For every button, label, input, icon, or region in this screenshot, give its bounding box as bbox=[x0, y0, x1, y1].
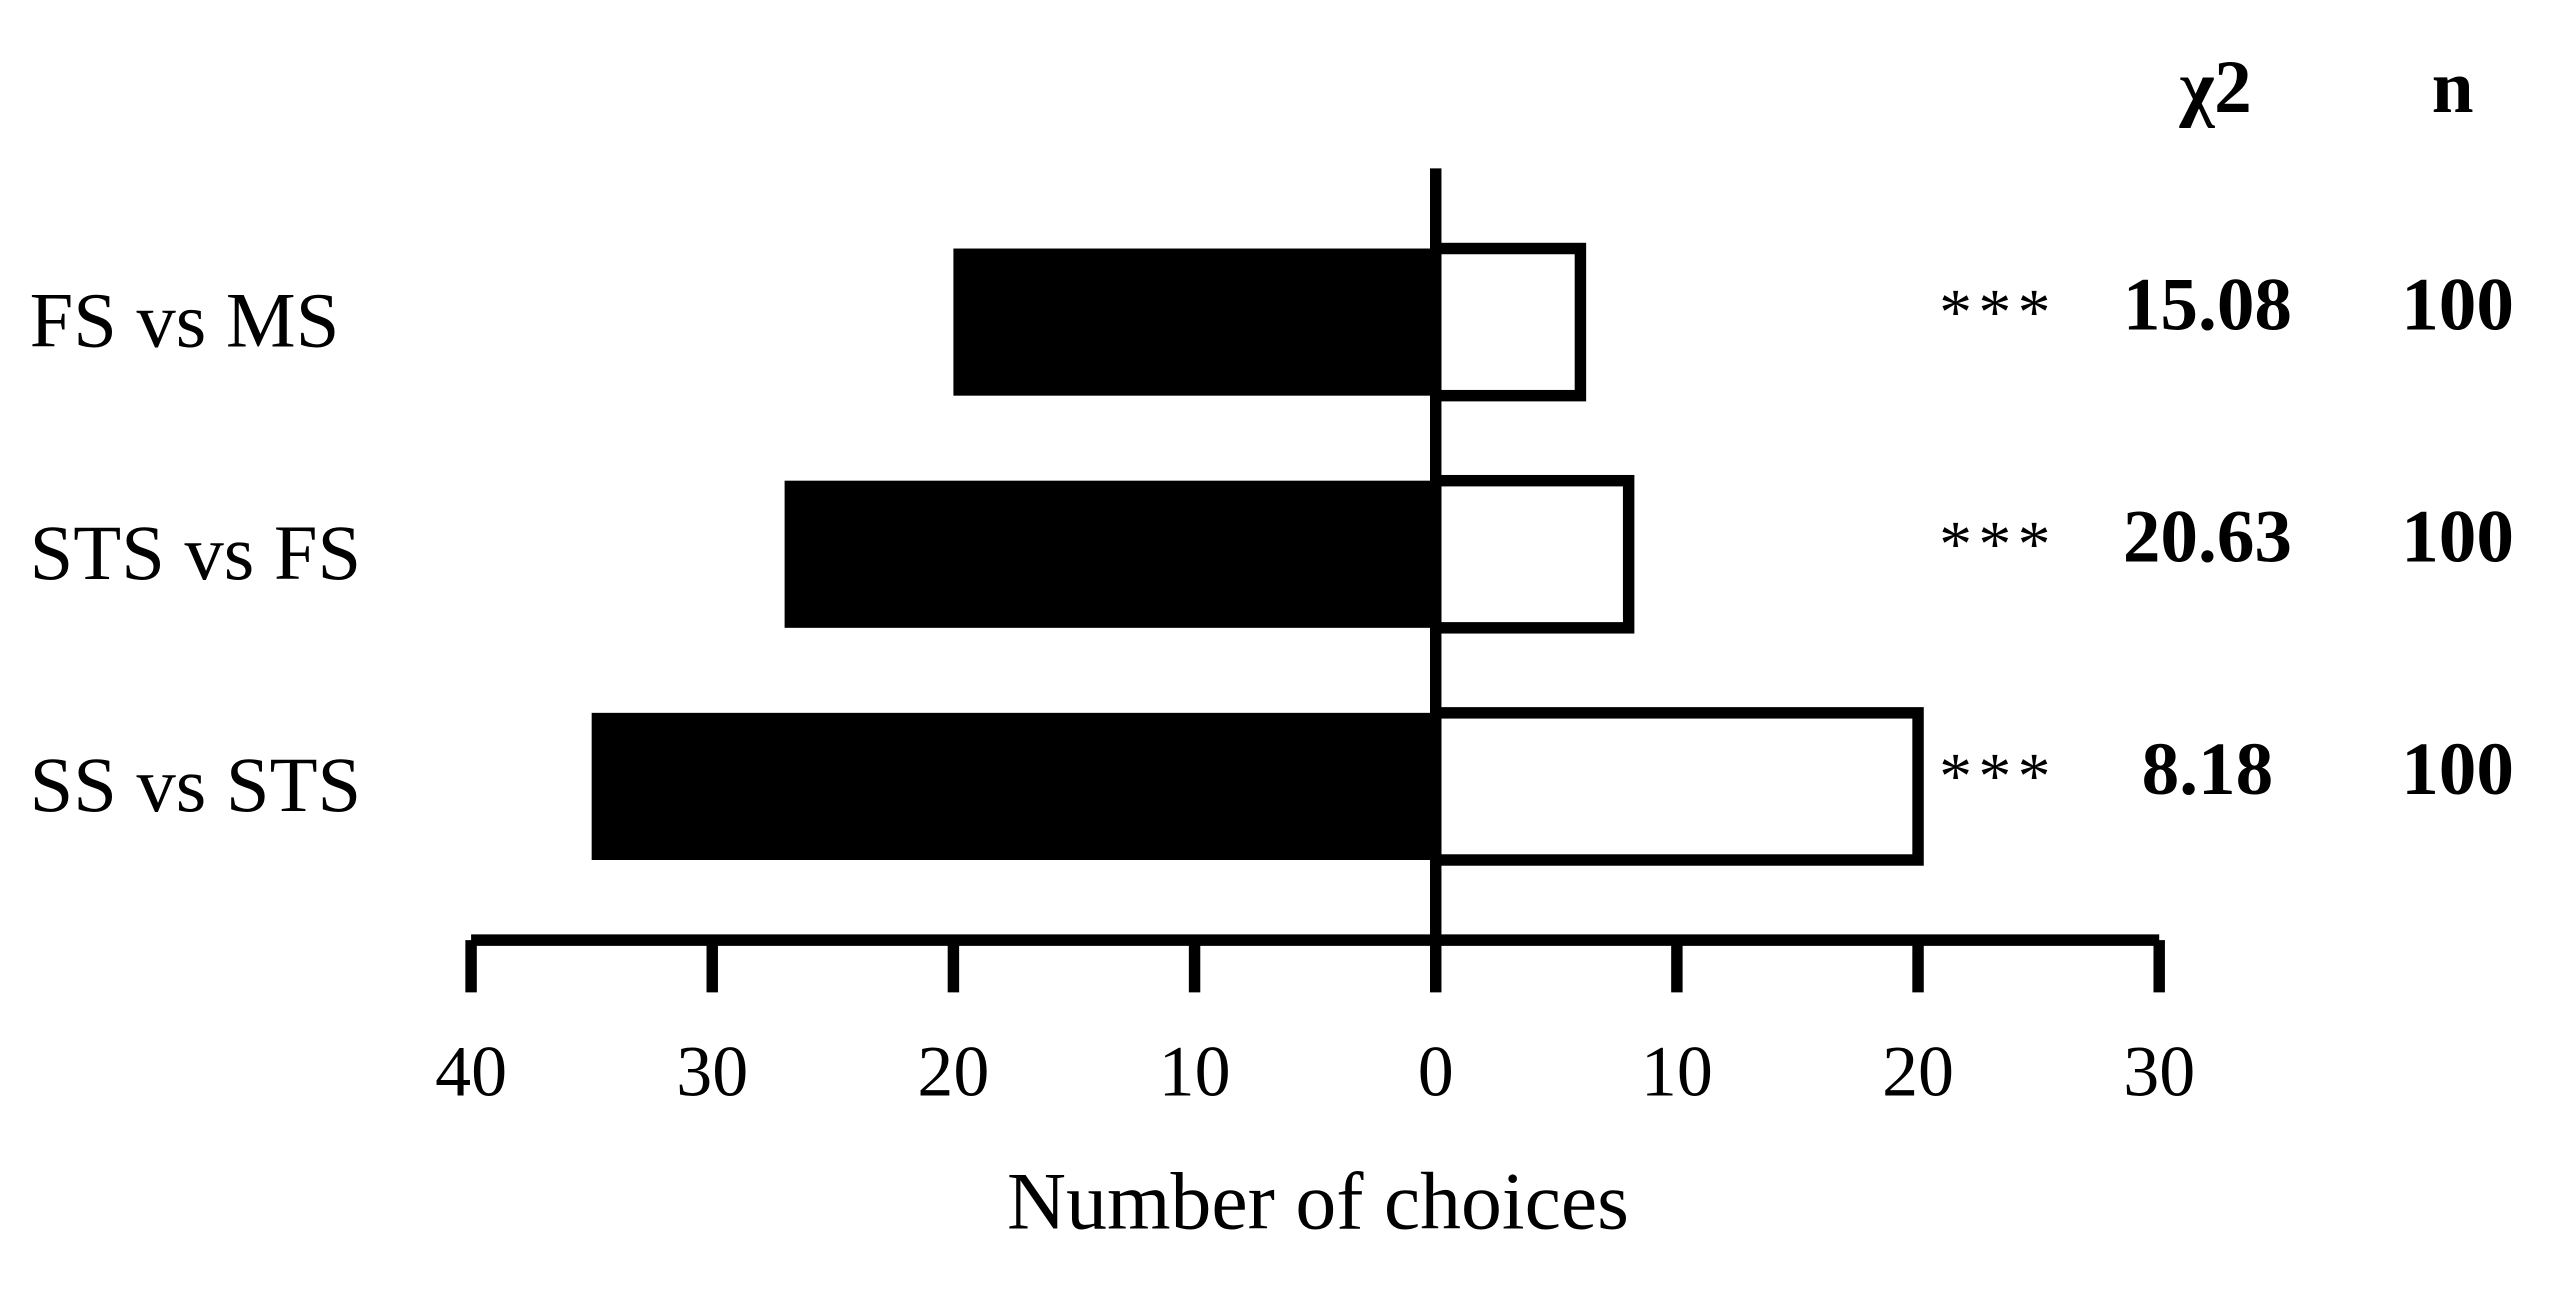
bar bbox=[953, 248, 1436, 396]
significance: *** bbox=[1939, 509, 2057, 581]
x-tick-label: 10 bbox=[1159, 1032, 1231, 1112]
bar bbox=[1430, 474, 1635, 634]
x-axis-title: Number of choices bbox=[1007, 1156, 1629, 1247]
x-tick-label: 30 bbox=[2123, 1032, 2195, 1112]
n-value: 100 bbox=[2401, 264, 2514, 347]
chi2-value: 20.63 bbox=[2123, 496, 2292, 579]
bar bbox=[591, 712, 1436, 860]
n-value: 100 bbox=[2401, 728, 2514, 811]
bar bbox=[784, 480, 1436, 628]
n-value: 100 bbox=[2401, 496, 2514, 579]
x-tick-label: 40 bbox=[435, 1032, 507, 1112]
column-header: χ2 bbox=[2178, 46, 2251, 129]
bar bbox=[1430, 707, 1924, 866]
column-header: n bbox=[2432, 46, 2474, 129]
significance: *** bbox=[1939, 277, 2057, 349]
chi2-value: 8.18 bbox=[2142, 728, 2274, 811]
x-tick-label: 30 bbox=[676, 1032, 748, 1112]
x-tick-label: 20 bbox=[1882, 1032, 1954, 1112]
x-tick-label: 0 bbox=[1418, 1032, 1454, 1112]
category-label: FS vs MS bbox=[30, 277, 340, 364]
chi2-value: 15.08 bbox=[2123, 264, 2292, 347]
bar bbox=[1430, 242, 1587, 402]
x-tick-label: 10 bbox=[1641, 1032, 1713, 1112]
category-label: SS vs STS bbox=[30, 741, 361, 828]
category-label: STS vs FS bbox=[30, 509, 361, 596]
x-tick-label: 20 bbox=[917, 1032, 989, 1112]
significance: *** bbox=[1939, 741, 2057, 813]
